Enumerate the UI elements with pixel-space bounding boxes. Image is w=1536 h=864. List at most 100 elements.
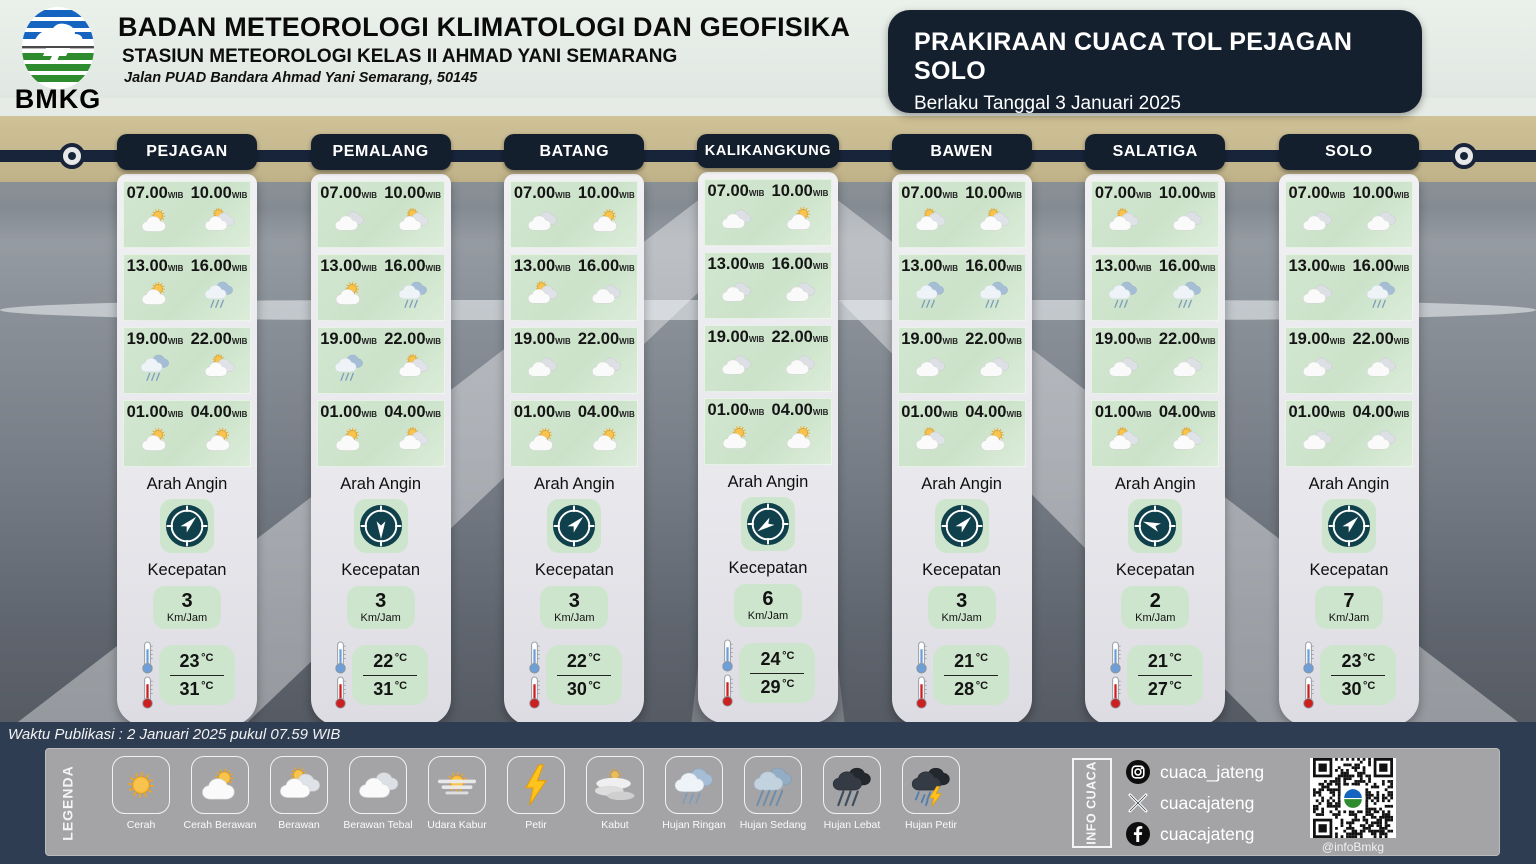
- wind-direction-label: Arah Angin: [146, 475, 228, 493]
- legend-weather-icon: [513, 762, 559, 808]
- weather-icon: [1299, 350, 1335, 384]
- city-name-chip: PEMALANG: [310, 134, 451, 170]
- temp-max-value: 30: [566, 678, 587, 699]
- forecast-slot: 04.00WIB: [574, 400, 638, 467]
- temperature-box: 22 °C 31 °C: [352, 645, 429, 705]
- weather-icon: [588, 423, 624, 457]
- city-name-chip: BAWEN: [891, 134, 1032, 170]
- forecast-slot: 19.00WIB: [317, 327, 381, 394]
- weather-icon: [976, 204, 1012, 238]
- city-name-chip: PEJAGAN: [117, 134, 257, 170]
- slot-time: 07.00: [707, 182, 749, 200]
- slot-time: 04.00: [577, 403, 620, 421]
- wib-label: WIB: [555, 191, 571, 200]
- poster-title: PRAKIRAAN CUACA TOL PEJAGAN SOLO: [914, 28, 1353, 85]
- weather-icon: [524, 423, 560, 457]
- weather-icon: [912, 423, 948, 457]
- wind-compass: [740, 497, 795, 551]
- forecast-slot: 16.00WIB: [381, 254, 445, 321]
- compass-needle: [376, 521, 386, 539]
- forecast-slot: 07.00WIB: [704, 179, 768, 246]
- wib-label: WIB: [1200, 337, 1216, 346]
- forecast-slot: 01.00WIB: [1285, 400, 1349, 467]
- temp-min-value: 22: [373, 651, 394, 671]
- city-column: BATANG 07.00WIB 10.00WIB 13.00WIB 16.00W…: [499, 134, 649, 725]
- temp-min-unit: °C: [201, 652, 214, 664]
- wib-label: WIB: [1329, 264, 1346, 273]
- speed-value: 3: [956, 590, 968, 612]
- forecast-slot: 10.00WIB: [574, 181, 638, 248]
- compass-needle: [1342, 516, 1359, 533]
- speed-box: 3 Km/Jam: [540, 586, 609, 629]
- slot-time: 01.00: [126, 403, 168, 421]
- thermometer-max-icon: [1301, 676, 1316, 709]
- forecast-slot: 22.00WIB: [1349, 327, 1413, 394]
- slot-time: 22.00: [577, 330, 620, 348]
- temperature-box: 23 °C 31 °C: [158, 645, 235, 705]
- legend-weather-icon: [750, 762, 796, 808]
- temp-max-unit: °C: [1169, 679, 1182, 692]
- temp-max-unit: °C: [588, 679, 601, 692]
- city-column: SOLO 07.00WIB 10.00WIB 13.00WIB 16.00WIB…: [1274, 134, 1424, 725]
- temperature: 23 °C 30 °C: [1285, 641, 1413, 709]
- weather-icon: [1299, 423, 1335, 457]
- weather-icon: [201, 204, 237, 238]
- weather-icon: [588, 277, 624, 311]
- weather-icon: [524, 277, 560, 311]
- temp-max-unit: °C: [1363, 679, 1376, 692]
- wib-label: WIB: [942, 337, 959, 346]
- temperature: 22 °C 31 °C: [317, 641, 445, 709]
- thermometer-min-icon: [140, 641, 155, 674]
- forecast-slot: 01.00WIB: [317, 400, 381, 467]
- slot-time: 16.00: [965, 257, 1007, 275]
- forecast-slot: 10.00WIB: [768, 179, 832, 246]
- timeline-end-marker: [1451, 143, 1477, 169]
- forecast-slot: 13.00WIB: [1285, 254, 1349, 321]
- weather-icon: [395, 277, 431, 311]
- temp-max-unit: °C: [394, 679, 408, 692]
- forecast-slot: 10.00WIB: [381, 181, 445, 248]
- weather-icon: [395, 350, 431, 384]
- speed-label: Kecepatan: [922, 561, 1002, 579]
- forecast-card: 07.00WIB 10.00WIB 13.00WIB 16.00WIB 19.0…: [1085, 174, 1226, 725]
- forecast-card: 07.00WIB 10.00WIB 13.00WIB 16.00WIB 19.0…: [1278, 174, 1419, 725]
- wib-label: WIB: [425, 264, 442, 273]
- forecast-slot: 07.00WIB: [317, 181, 381, 248]
- forecast-slot: 10.00WIB: [962, 181, 1026, 248]
- forecast-slot: 22.00WIB: [381, 327, 445, 394]
- slot-time: 01.00: [513, 403, 556, 421]
- legend-item-label: Kabut: [601, 819, 629, 831]
- legend-item-label: Cerah Berawan: [183, 819, 257, 831]
- temp-min-value: 23: [179, 651, 200, 671]
- slot-time: 07.00: [901, 184, 943, 202]
- wib-label: WIB: [942, 191, 959, 200]
- weather-icon: [782, 421, 818, 455]
- wib-label: WIB: [1006, 264, 1023, 273]
- forecast-card: 07.00WIB 10.00WIB 13.00WIB 16.00WIB 19.0…: [504, 174, 645, 725]
- legend-title: LEGENDA: [60, 765, 77, 841]
- bmkg-logo-text: BMKG: [14, 84, 102, 114]
- forecast-card: 07.00WIB 10.00WIB 13.00WIB 16.00WIB 19.0…: [891, 174, 1032, 725]
- temperature-box: 21 °C 27 °C: [1126, 645, 1203, 705]
- forecast-cell: 07.00WIB 10.00WIB: [1284, 181, 1413, 248]
- legend-weather-icon: [908, 762, 954, 808]
- thermometers: [1301, 641, 1316, 709]
- forecast-cell: 19.00WIB 22.00WIB: [123, 327, 251, 394]
- forecast-cell: 01.00WIB 04.00WIB: [123, 400, 251, 467]
- forecast-slot: 01.00WIB: [704, 398, 768, 465]
- forecast-slot: 04.00WIB: [187, 400, 251, 467]
- thermometer-min-icon: [333, 641, 348, 674]
- speed-label: Kecepatan: [534, 561, 614, 579]
- temperature-box: 24 °C 29 °C: [739, 643, 816, 703]
- compass-icon: [746, 502, 790, 546]
- wib-label: WIB: [942, 410, 959, 419]
- slot-time: 04.00: [1352, 403, 1394, 421]
- forecast-slot: 10.00WIB: [1349, 181, 1413, 248]
- wib-label: WIB: [1393, 191, 1410, 200]
- legend-item: Hujan Sedang: [740, 756, 806, 831]
- slot-time: 22.00: [384, 330, 426, 348]
- slot-time: 13.00: [901, 257, 943, 275]
- temp-max-value: 27: [1147, 678, 1168, 699]
- slot-time: 16.00: [771, 255, 813, 273]
- wind-direction-label: Arah Angin: [921, 475, 1002, 493]
